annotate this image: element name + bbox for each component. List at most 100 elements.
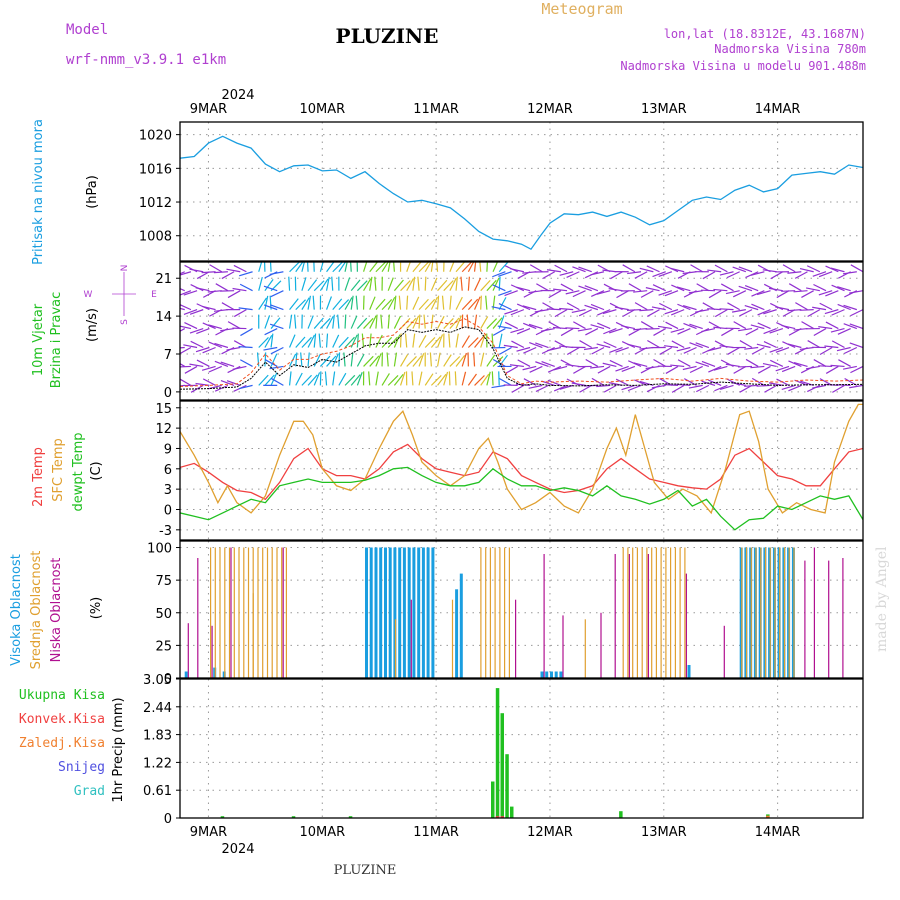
wind-arrow xyxy=(455,333,459,348)
wind-arrow xyxy=(492,328,506,336)
wind-arrow xyxy=(763,309,777,315)
cloud-bar xyxy=(257,547,259,678)
wind-arrow xyxy=(701,327,716,333)
wind-arrow xyxy=(313,353,321,367)
wind-arrow xyxy=(363,317,374,329)
wind-arrow xyxy=(825,365,839,374)
wind-arrow xyxy=(301,297,310,310)
cloud-bar xyxy=(828,560,830,678)
cloud-bars xyxy=(184,547,844,678)
wind-arrow xyxy=(214,342,229,349)
wind-arrow xyxy=(344,314,347,329)
wind-arrow xyxy=(653,328,666,336)
wind-arrow xyxy=(461,299,473,311)
wind-arrow xyxy=(837,286,851,292)
y-tick-label: 25 xyxy=(155,639,172,654)
cloud-bar xyxy=(559,671,563,678)
wind-arrow xyxy=(239,283,253,292)
y-tick-label: 0 xyxy=(164,672,172,687)
wind-arrow xyxy=(226,380,241,386)
wind-arrow xyxy=(787,343,802,349)
wind-arrow xyxy=(596,343,611,349)
wind-arrow xyxy=(566,271,580,279)
top-day-label: 9MAR xyxy=(190,102,227,117)
wind-arrow xyxy=(344,262,348,272)
wind-arrow xyxy=(480,279,491,292)
wind-arrow xyxy=(289,298,299,310)
wind-arrow xyxy=(714,309,728,318)
wind-arrow xyxy=(269,271,284,276)
wind-arrow xyxy=(762,269,777,273)
wind-arrow xyxy=(258,276,263,291)
wind-arrow xyxy=(381,262,389,273)
wind-arrow xyxy=(499,377,512,386)
cloud-bar xyxy=(504,547,506,678)
wind-arrow xyxy=(180,346,192,355)
cloud-bar xyxy=(540,671,544,678)
precip-bars xyxy=(220,688,770,818)
wind-arrow xyxy=(813,283,827,292)
wind-arrow xyxy=(836,346,851,352)
wind-arrow xyxy=(295,299,306,311)
wind-arrow xyxy=(554,264,568,273)
wind-arrow xyxy=(473,352,476,367)
wind-arrow xyxy=(534,309,549,313)
wind-arrow xyxy=(213,271,228,274)
wind-arrow xyxy=(393,295,397,310)
bottom-day-label: 11MAR xyxy=(413,825,459,840)
wind-arrow xyxy=(523,346,537,354)
wind-arrow xyxy=(375,334,383,348)
wind-arrow xyxy=(221,302,235,311)
wind-arrow xyxy=(264,279,274,292)
wind-arrow xyxy=(596,384,611,388)
wind-arrow xyxy=(295,336,306,348)
wind-arrow xyxy=(221,271,235,280)
wind-arrow xyxy=(480,352,485,367)
wind-arrow xyxy=(762,362,777,368)
wind-arrow xyxy=(369,276,373,291)
wind-arrow xyxy=(511,340,525,349)
y-tick-label: 15 xyxy=(155,402,172,417)
wind-arrow xyxy=(713,288,728,292)
precip-bar xyxy=(619,811,623,818)
plot-area xyxy=(180,135,863,251)
wind-arrow xyxy=(694,309,709,313)
wind-arrow xyxy=(258,262,263,272)
wind-arrow xyxy=(676,286,691,292)
cloud-bar xyxy=(632,547,634,678)
wind-ylabel-2: Brzina i Pravac xyxy=(49,292,64,389)
wind-arrow xyxy=(363,355,374,367)
bottom-day-label: 12MAR xyxy=(527,825,573,840)
y-tick-label: 1008 xyxy=(139,230,172,245)
cloud-bar xyxy=(407,547,411,678)
wind-arrow xyxy=(610,271,623,280)
wind-arrow xyxy=(424,373,434,386)
wind-arrow xyxy=(665,321,679,330)
wind-arrow xyxy=(406,295,409,310)
wind-arrow xyxy=(356,372,363,386)
wind-arrow xyxy=(375,262,387,273)
wind-arrow xyxy=(418,262,430,273)
wind-arrow xyxy=(622,309,636,317)
wind-arrow xyxy=(183,290,198,296)
wind-arrow xyxy=(756,343,771,349)
cloud-bar xyxy=(646,547,648,678)
wind-arrow xyxy=(739,309,753,317)
wind-arrow xyxy=(264,271,278,279)
wind-arrow xyxy=(505,365,519,374)
wind-arrow xyxy=(559,345,574,349)
wind-arrow xyxy=(535,342,549,349)
wind-arrow xyxy=(492,356,504,367)
wind-arrow xyxy=(356,333,359,348)
wind-arrow xyxy=(436,334,444,348)
wind-arrow xyxy=(763,341,777,349)
wind-arrow xyxy=(627,271,642,275)
wind-arrow xyxy=(831,284,845,292)
wind-arrow xyxy=(565,327,580,330)
wind-arrow xyxy=(615,346,629,353)
wind-arrow xyxy=(227,321,241,330)
wind-arrow xyxy=(492,284,506,292)
wind-arrow xyxy=(491,333,494,348)
cloud-bar xyxy=(494,547,496,678)
wind-arrow xyxy=(769,359,784,367)
